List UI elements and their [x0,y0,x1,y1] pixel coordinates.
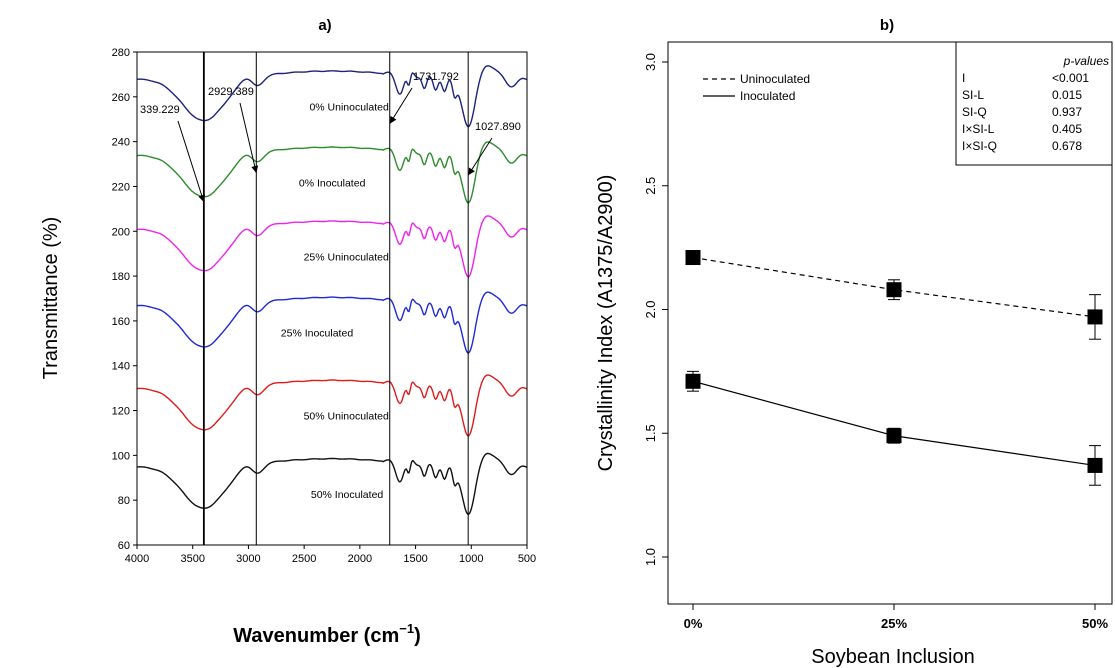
ftir-curve [137,291,527,354]
y-axis-ticks: 1.0 1.5 2.0 2.5 3.0 [643,53,668,566]
series-label: 25% Inoculated [281,328,354,340]
peak-arrow-line [177,120,205,203]
x-axis-label: Wavenumber (cm−1) [233,621,420,647]
p-value-term: I [962,71,965,85]
peak-arrow-line [467,137,493,176]
p-value-term: I×SI-Q [962,139,997,153]
y-tick-label: 180 [112,271,130,283]
data-point [685,373,701,389]
peak-arrow-line [389,87,413,124]
legend-label: Uninoculated [740,72,810,86]
panel-a-title: a) [318,17,331,34]
series-line [692,256,1096,318]
y-tick-label: 2.0 [643,300,658,318]
p-value-number: 0.015 [1052,88,1082,102]
series-line [692,380,1096,467]
x-axis-ticks: 4000 3500 3000 2500 2000 1500 1000 500 [125,545,536,565]
x-axis-label-text: Wavenumber [233,625,358,647]
y-tick-label: 220 [112,181,130,193]
peak-label: 339.229 [140,104,180,116]
x-axis-unit-exponent: −1 [399,621,414,636]
p-value-term: I×SI-L [962,122,995,136]
ftir-curve [137,374,527,437]
peak-arrow-head [389,115,397,124]
peak-arrow-head [198,194,206,203]
data-point [1087,309,1103,325]
peak-arrow-line [239,102,257,174]
panel-a-frame [136,51,528,546]
x-tick-label: 1500 [403,553,427,565]
x-tick-label: 2500 [292,553,316,565]
y-tick-label: 1.5 [643,424,658,442]
x-tick-label: 3500 [180,553,204,565]
y-tick-label: 240 [112,137,130,149]
x-tick-label: 0% [684,616,703,631]
x-tick-label: 3000 [236,553,260,565]
legend-label: Inoculated [740,89,795,103]
x-tick-label: 50% [1082,616,1108,631]
data-point [1087,457,1103,473]
reference-lines [202,52,469,545]
x-tick-label: 1000 [459,553,483,565]
peak-label: 1027.890 [475,121,521,133]
y-tick-label: 200 [112,226,130,238]
peak-label: 2929.389 [208,86,254,98]
series-label: 50% Inoculated [311,489,384,501]
series-label: 0% Inoculated [299,177,366,189]
panel-a: a) 339.229 2929.389 1731.792 1027.890 0% Un… [40,17,536,647]
y-axis-label: Transmittance (%) [40,217,62,380]
peak-arrow-head [251,165,259,174]
series-label: 25% Uninoculated [304,251,389,263]
p-value-header: p-values [1063,54,1109,68]
ftir-curve [137,452,527,515]
x-axis-ticks: 0% 25% 50% [684,604,1108,631]
data-point [685,250,701,266]
y-tick-label: 80 [118,495,130,507]
panel-b: b) 1.0 1.5 2.0 2.5 3.0 0% 25% 50% Uninoculated… [595,17,1113,668]
p-value-term: SI-L [962,88,984,102]
p-value-number: 0.678 [1052,139,1082,153]
series-label: 50% Uninoculated [304,411,389,423]
p-value-number: 0.405 [1052,122,1082,136]
p-value-term: SI-Q [962,105,987,119]
y-tick-label: 60 [118,540,130,552]
series-label: 0% Uninoculated [309,101,389,113]
data-point [886,282,902,298]
peak-annotations: 339.229 2929.389 1731.792 1027.890 [140,71,521,203]
y-tick-label: 2.5 [643,177,658,195]
series-labels: 0% Uninoculated 0% Inoculated 25% Uninocul… [281,101,389,501]
x-axis-unit: cm [370,625,399,647]
y-tick-label: 1.0 [643,548,658,566]
y-tick-label: 260 [112,92,130,104]
y-tick-label: 280 [112,47,130,59]
p-value-box [955,41,1113,166]
y-axis-label: Crystallinity Index (A1375/A2900) [595,175,617,472]
y-tick-label: 3.0 [643,53,658,71]
ftir-curve [136,65,527,128]
crystallinity-series [685,250,1103,486]
x-tick-label: 2000 [348,553,372,565]
p-value-table: p-values I <0.001 SI-L 0.015 SI-Q 0.937 I×SI-L 0… [955,41,1113,166]
ftir-curve [137,215,527,278]
legend: Uninoculated Inoculated [703,72,810,103]
y-tick-label: 100 [112,450,130,462]
p-value-number: 0.937 [1052,105,1082,119]
p-value-number: <0.001 [1052,71,1089,85]
y-tick-label: 120 [112,406,130,418]
x-tick-label: 25% [881,616,907,631]
x-tick-label: 500 [518,553,536,565]
peak-arrow-head [468,167,475,176]
panel-b-frame [667,41,1113,605]
y-tick-label: 160 [112,316,130,328]
y-axis-ticks: 60 80 100 120 140 160 180 200 220 240 260 280 [112,47,137,552]
peak-label: 1731.792 [413,71,459,83]
x-tick-label: 4000 [125,553,149,565]
panel-b-title: b) [880,17,894,34]
data-point [886,428,902,444]
x-axis-label: Soybean Inclusion [811,646,974,668]
y-tick-label: 140 [112,361,130,373]
